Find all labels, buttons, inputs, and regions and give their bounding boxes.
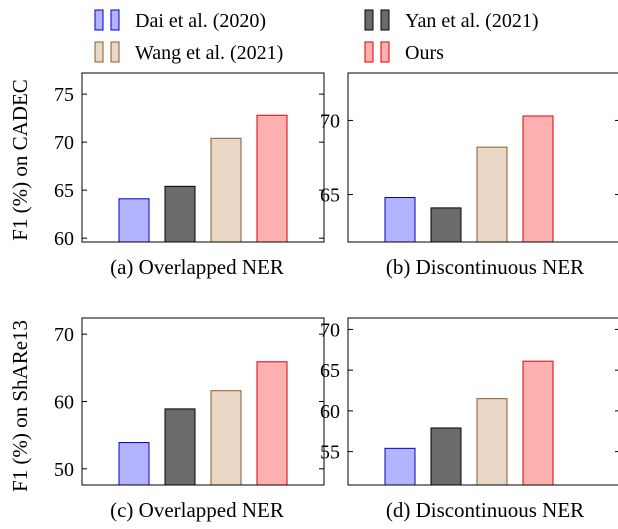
y-tick-label: 60: [320, 401, 340, 423]
bar: [211, 138, 241, 242]
y-tick-label: 70: [54, 132, 74, 154]
y-tick-label: 70: [320, 319, 340, 341]
legend-swatch: [111, 10, 119, 30]
bar: [477, 147, 507, 242]
legend-label: Dai et al. (2020): [135, 10, 266, 32]
y-tick-label: 50: [54, 459, 74, 481]
bar: [477, 399, 507, 485]
legend-label: Ours: [405, 42, 444, 64]
bar: [431, 428, 461, 485]
y-tick-label: 60: [54, 228, 74, 250]
chart-panels: 60 65 70 75 (a) Overlapped NER 65 70 (b) Discon…: [54, 73, 618, 522]
bar: [165, 186, 195, 242]
bar: [211, 391, 241, 485]
y-axis-title: F1 (%) on ShARe13: [8, 320, 32, 492]
chart-panel: 50 60 70 (c) Overlapped NER: [54, 318, 324, 522]
bar: [119, 443, 149, 485]
bar: [431, 208, 461, 242]
bar: [523, 116, 553, 242]
bar: [165, 409, 195, 485]
legend-swatch: [365, 42, 373, 62]
legend-swatch: [111, 42, 119, 62]
y-tick-label: 70: [320, 110, 340, 132]
legend-swatch: [95, 10, 103, 30]
legend-item: Dai et al. (2020): [95, 10, 266, 32]
panel-caption: (d) Discontinuous NER: [386, 498, 584, 522]
panel-caption: (a) Overlapped NER: [110, 255, 284, 279]
legend-label: Wang et al. (2021): [135, 42, 283, 64]
legend-swatch: [381, 42, 389, 62]
y-tick-label: 75: [54, 84, 74, 106]
legend-item: Ours: [365, 42, 444, 64]
chart-panel: 60 65 70 75 (a) Overlapped NER: [54, 73, 324, 279]
legend-item: Yan et al. (2021): [365, 10, 539, 32]
bar: [385, 448, 415, 485]
legend-swatch: [381, 10, 389, 30]
legend-swatch: [365, 10, 373, 30]
y-tick-label: 65: [320, 360, 340, 382]
legend-item: Wang et al. (2021): [95, 42, 283, 64]
y-tick-label: 60: [54, 392, 74, 414]
bar: [257, 115, 287, 242]
plot-frame: [82, 73, 324, 242]
y-axis-title: F1 (%) on CADEC: [8, 79, 32, 241]
chart-panel: 65 70 (b) Discontinuous NER: [320, 73, 618, 279]
bar: [257, 362, 287, 485]
bar: [385, 198, 415, 242]
y-tick-label: 65: [54, 180, 74, 202]
y-tick-label: 70: [54, 324, 74, 346]
legend: Dai et al. (2020) Yan et al. (2021) Wang e…: [95, 10, 539, 64]
y-tick-label: 65: [320, 185, 340, 207]
plot-frame: [82, 318, 324, 485]
legend-swatch: [95, 42, 103, 62]
panel-caption: (c) Overlapped NER: [110, 498, 284, 522]
row-labels: F1 (%) on CADEC F1 (%) on ShARe13: [8, 79, 32, 492]
bar: [119, 199, 149, 242]
panel-caption: (b) Discontinuous NER: [386, 255, 584, 279]
bar: [523, 361, 553, 485]
chart-panel: 55 60 65 70 (d) Discontinuous NER: [320, 318, 618, 522]
legend-label: Yan et al. (2021): [405, 10, 539, 32]
y-tick-label: 55: [320, 442, 340, 464]
